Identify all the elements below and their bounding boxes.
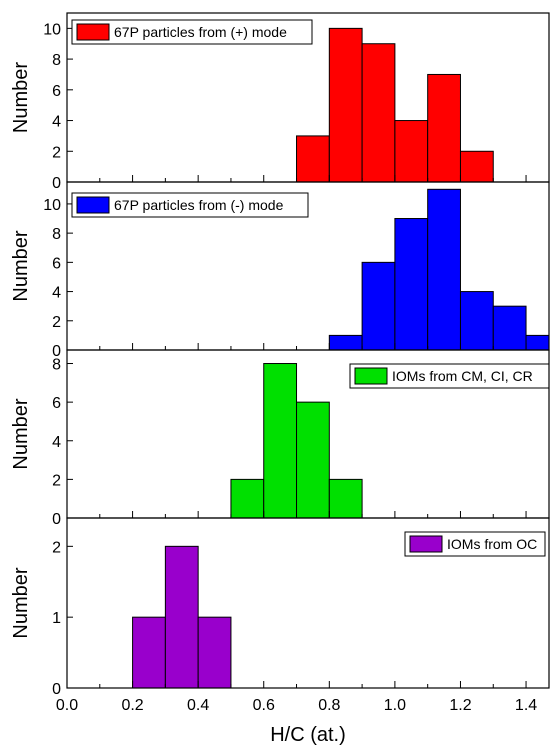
y-tick-label: 10 [43,197,61,214]
y-tick-label: 6 [52,395,61,412]
x-axis-title: H/C (at.) [270,724,346,746]
histogram-bar [328,27,363,183]
histogram-bar [525,334,550,351]
histogram-bar [197,616,232,689]
legend-swatch [409,535,443,553]
x-tick-label: 1.2 [449,697,471,714]
histogram-bar [427,73,461,183]
y-tick-label: 8 [52,357,61,374]
y-tick-label: 1 [52,610,61,627]
histogram-bar [230,478,265,519]
histogram-bar [459,291,494,351]
y-tick-label: 4 [52,285,61,302]
x-tick-label: 0.6 [253,697,275,714]
legend: 67P particles from (+) mode [71,19,313,45]
x-tick-label: 0.0 [56,697,78,714]
y-tick-label: 0 [52,511,61,528]
histogram-bar [394,120,429,183]
y-tick-label: 2 [52,472,61,489]
y-axis-title: Number [10,567,32,638]
histogram-panel-1: 0 2 4 6 8 10 Number 67P particles from (+) mode [10,12,550,192]
histogram-bar [361,43,396,183]
y-tick-label: 8 [52,226,61,243]
legend: IOMs from CM, CI, CR [349,363,550,389]
y-tick-label: 8 [52,52,61,69]
y-tick-label: 4 [52,114,61,131]
histogram-bar [361,261,396,351]
histogram-bar [394,218,429,351]
legend-swatch [76,23,110,41]
histogram-panel-2: 0 2 4 6 8 10 Number 67P particles from (-) mode [10,181,550,360]
y-tick-label: 6 [52,83,61,100]
y-axis-title: Number [10,398,32,469]
histogram-bar [328,478,363,519]
histogram-bar [459,150,494,183]
histogram-bar [132,616,166,689]
legend-swatch [354,367,388,385]
y-tick-label: 0 [52,343,61,360]
legend-swatch [76,196,110,214]
x-tick-label: 1.0 [384,697,406,714]
y-tick-label: 2 [52,144,61,161]
histogram-bar [164,545,199,689]
legend-box [71,192,309,218]
y-tick-label: 2 [52,539,61,556]
histogram-bar [296,135,330,183]
histogram-panel-4: 0 1 2 Number IOMs from OC [10,517,550,698]
y-tick-label: 4 [52,434,61,451]
x-tick-label: 1.4 [515,697,537,714]
y-axis-title: Number [10,62,32,133]
legend-label: IOMs from OC [447,536,537,552]
y-tick-label: 0 [52,681,61,698]
x-tick-label: 0.8 [318,697,340,714]
panel-frame [66,517,550,689]
histogram-bar [328,334,363,351]
y-tick-label: 10 [43,21,61,38]
x-tick-label: 0.4 [187,697,209,714]
legend-label: 67P particles from (+) mode [114,24,287,40]
x-tick-label: 0.2 [121,697,143,714]
legend-label: 67P particles from (-) mode [114,197,284,213]
histogram-panel-3: 0 2 4 6 8 Number IOMs from CM, CI, CR [10,349,550,528]
legend-box [71,19,313,45]
y-tick-label: 6 [52,255,61,272]
legend: 67P particles from (-) mode [71,192,309,218]
legend: IOMs from OC [404,531,546,557]
histogram-bar [427,188,461,351]
histogram-bar [263,363,298,519]
histogram-bar [296,401,330,519]
legend-label: IOMs from CM, CI, CR [392,368,533,384]
y-tick-label: 2 [52,314,61,331]
y-tick-label: 0 [52,175,61,192]
histogram-bar [492,305,527,351]
y-axis-title: Number [10,230,32,301]
